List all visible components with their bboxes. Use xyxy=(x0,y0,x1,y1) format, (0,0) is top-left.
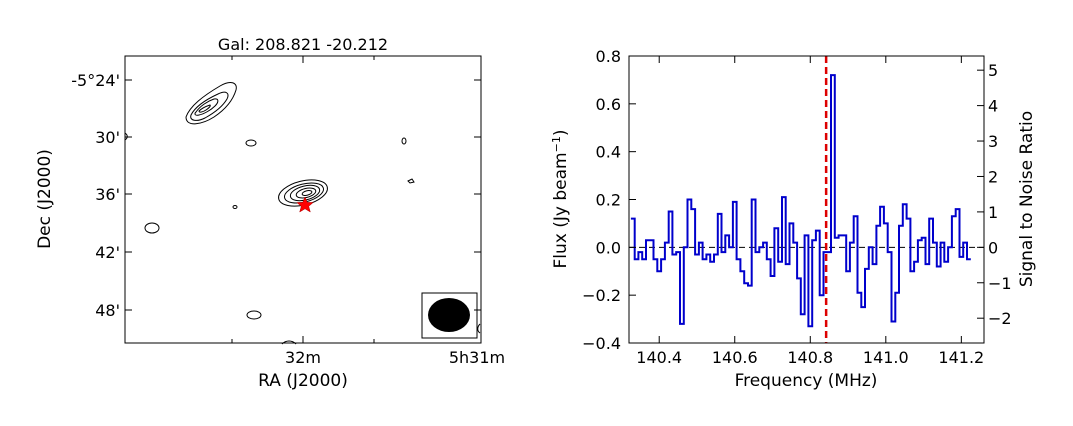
contour-ne-outer xyxy=(185,82,237,125)
spectrum-ticks xyxy=(629,55,984,344)
contour-ytick-label: 42' xyxy=(95,243,120,262)
spectrum-xtick-label: 140.6 xyxy=(712,348,758,367)
spectrum-ytick-label: 0.0 xyxy=(596,238,621,257)
contour-ne-inner xyxy=(194,98,219,116)
contour-ytick-label: 36' xyxy=(95,185,120,204)
contour-ytick-label: 30' xyxy=(95,128,120,147)
spectrum-ytick-label: −0.4 xyxy=(582,334,621,353)
contour-blob-a xyxy=(245,139,257,147)
spectrum-y2tick-label: 5 xyxy=(988,61,998,80)
contour-title: Gal: 208.821 -20.212 xyxy=(218,35,388,54)
contour-source-3 xyxy=(289,184,321,202)
flux-step-series xyxy=(630,74,971,328)
spectrum-tick-labels: 140.4 140.6 140.8 141.0 141.2−0.4−0.20.00.20… xyxy=(582,47,1011,367)
spectrum-ytick-label: 0.4 xyxy=(596,143,621,162)
contour-panel: Gal: 208.821 -20.212 xyxy=(35,35,505,391)
contour-ytick-label: 48' xyxy=(95,301,120,320)
beam-ellipse xyxy=(428,298,470,332)
spectrum-ytick-label: 0.6 xyxy=(596,95,621,114)
spectrum-xtick-label: 141.0 xyxy=(863,348,909,367)
contour-ylabel: Dec (J2000) xyxy=(35,149,55,249)
spectrum-xtick-label: 140.8 xyxy=(787,348,833,367)
contour-blob-c xyxy=(246,310,262,320)
source-star-marker xyxy=(296,196,314,213)
contour-xtick-label: 32m xyxy=(285,348,321,367)
contour-ticks xyxy=(125,56,481,343)
spectrum-ylabel-main: Flux (Jy beam xyxy=(551,152,571,268)
contour-xlabel: RA (J2000) xyxy=(258,371,348,391)
series-layer xyxy=(630,74,971,328)
spectrum-xtick-label: 140.4 xyxy=(636,348,682,367)
contour-xtick-label: 5h31m xyxy=(449,348,505,367)
spectrum-ytick-label: 0.8 xyxy=(596,47,621,66)
contour-blob-e xyxy=(407,178,415,184)
spectrum-y2tick-label: −1 xyxy=(988,274,1012,293)
spectrum-y2tick-label: 2 xyxy=(988,167,998,186)
spectrum-ylabel-sup: −1 xyxy=(550,136,563,152)
contour-blob-b xyxy=(144,222,160,234)
contour-source-5 xyxy=(301,190,313,196)
spectrum-ytick-label: 0.2 xyxy=(596,191,621,210)
contour-blob-f xyxy=(232,205,238,209)
spectrum-ytick-label: −0.2 xyxy=(582,286,621,305)
contour-blob-d xyxy=(401,137,407,145)
contour-ytick-label: -5°24' xyxy=(71,71,120,90)
spectrum-ylabel: Flux (Jy beam−1) xyxy=(550,130,571,269)
contour-source-4 xyxy=(295,187,317,199)
spectrum-panel: 140.4 140.6 140.8 141.0 141.2−0.4−0.20.00.20… xyxy=(550,47,1037,391)
spectrum-y2tick-label: 1 xyxy=(988,203,998,222)
spectrum-y2tick-label: 4 xyxy=(988,97,998,116)
contour-edge-right xyxy=(477,323,481,334)
spectrum-axes-frame xyxy=(628,55,985,344)
contour-ne-core xyxy=(198,104,211,113)
spectrum-y2tick-label: −2 xyxy=(988,309,1012,328)
spectrum-y2tick-label: 0 xyxy=(988,238,998,257)
spectrum-y2tick-label: 3 xyxy=(988,132,998,151)
spectrum-y2label: Signal to Noise Ratio xyxy=(1017,111,1037,287)
spectrum-xtick-label: 141.2 xyxy=(938,348,984,367)
spectrum-xlabel: Frequency (MHz) xyxy=(735,371,878,391)
spectrum-ylabel-close: ) xyxy=(551,130,571,137)
contour-ne-mid xyxy=(190,91,229,121)
